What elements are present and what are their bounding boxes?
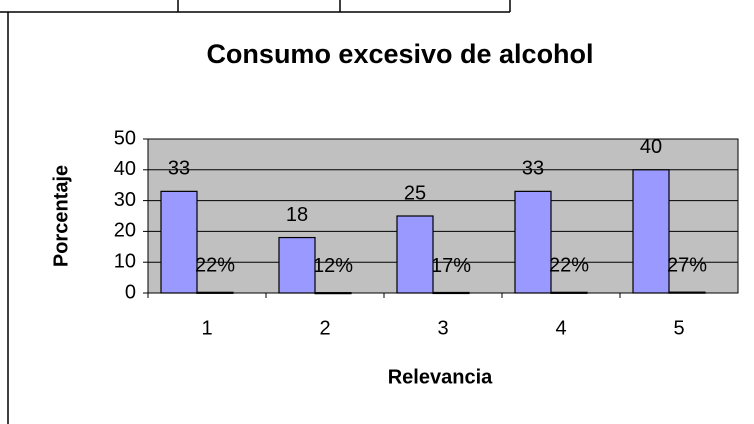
data-label: 17% (431, 255, 471, 277)
bar (668, 291, 706, 294)
data-label: 33 (168, 158, 190, 180)
data-label: 33 (522, 158, 544, 180)
bar (632, 169, 670, 294)
y-tick-label: 0 (125, 281, 136, 303)
x-tick-label: 2 (319, 317, 330, 339)
bar (396, 215, 434, 294)
bar (514, 190, 552, 294)
data-label: 22% (549, 255, 589, 277)
data-label: 12% (313, 255, 353, 277)
x-tick-label: 3 (437, 317, 448, 339)
data-label: 40 (640, 136, 662, 158)
data-label: 22% (195, 255, 235, 277)
y-tick-label: 40 (114, 158, 136, 180)
chart-title: Consumo excesivo de alcohol (206, 39, 593, 69)
bar (314, 292, 352, 295)
data-label: 18 (286, 204, 308, 226)
x-tick-label: 1 (201, 317, 212, 339)
y-tick-label: 30 (114, 189, 136, 211)
bar (160, 190, 198, 294)
x-axis-title: Relevancia (388, 366, 493, 388)
y-axis-title: Porcentaje (50, 165, 72, 267)
y-tick-label: 50 (114, 127, 136, 149)
y-tick-label: 20 (114, 220, 136, 242)
bar (432, 291, 470, 295)
table-border (0, 0, 511, 424)
data-label: 25 (404, 182, 426, 204)
x-tick-label: 5 (673, 317, 684, 339)
x-tick-label: 4 (555, 317, 566, 339)
bar (278, 236, 316, 294)
bar (550, 291, 588, 294)
bar (196, 291, 234, 294)
data-label: 27% (667, 254, 707, 276)
y-tick-label: 10 (114, 250, 136, 272)
